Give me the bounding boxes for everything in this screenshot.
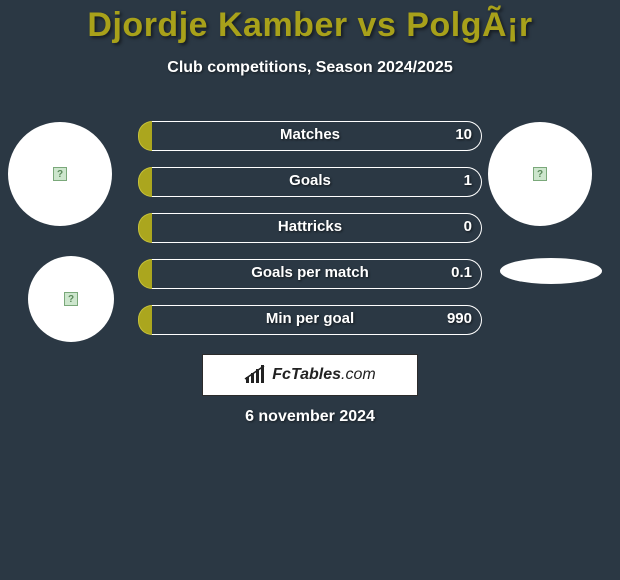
stat-row: Min per goal990: [138, 305, 482, 335]
stat-row: Matches10: [138, 121, 482, 151]
stat-rows: Matches10Goals1Hattricks0Goals per match…: [138, 121, 482, 351]
stat-label: Goals per match: [138, 264, 482, 281]
bar-chart-icon: [244, 365, 268, 385]
stat-label: Min per goal: [138, 310, 482, 327]
logo-bold: FcTables: [272, 366, 341, 383]
stat-row: Goals1: [138, 167, 482, 197]
page-subtitle: Club competitions, Season 2024/2025: [0, 59, 620, 77]
stat-label: Hattricks: [138, 218, 482, 235]
stat-value-right: 0: [464, 218, 472, 235]
date-text: 6 november 2024: [0, 408, 620, 426]
stat-label: Matches: [138, 126, 482, 143]
title-text: Djordje Kamber vs PolgÃ¡r: [87, 6, 532, 44]
stat-value-right: 990: [447, 310, 472, 327]
page-title: Djordje Kamber vs PolgÃ¡r: [0, 0, 620, 45]
stat-label: Goals: [138, 172, 482, 189]
logo-text: FcTables.com: [272, 366, 375, 384]
stat-row: Hattricks0: [138, 213, 482, 243]
stat-value-right: 0.1: [451, 264, 472, 281]
logo-light: .com: [341, 366, 376, 383]
stat-row: Goals per match0.1: [138, 259, 482, 289]
stats-area: Matches10Goals1Hattricks0Goals per match…: [0, 121, 620, 381]
logo-box: FcTables.com: [202, 354, 418, 396]
stat-value-right: 10: [455, 126, 472, 143]
stat-value-right: 1: [464, 172, 472, 189]
